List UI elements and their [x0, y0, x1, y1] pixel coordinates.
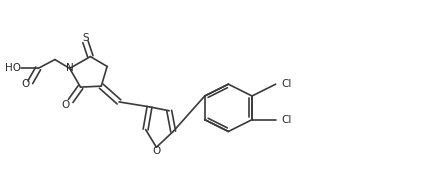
Text: Cl: Cl — [282, 79, 292, 89]
Text: Cl: Cl — [282, 115, 292, 125]
Text: N: N — [66, 63, 74, 73]
Text: O: O — [62, 100, 70, 110]
Text: O: O — [21, 79, 30, 89]
Text: O: O — [152, 146, 161, 156]
Text: S: S — [82, 33, 89, 43]
Text: HO: HO — [5, 63, 21, 73]
